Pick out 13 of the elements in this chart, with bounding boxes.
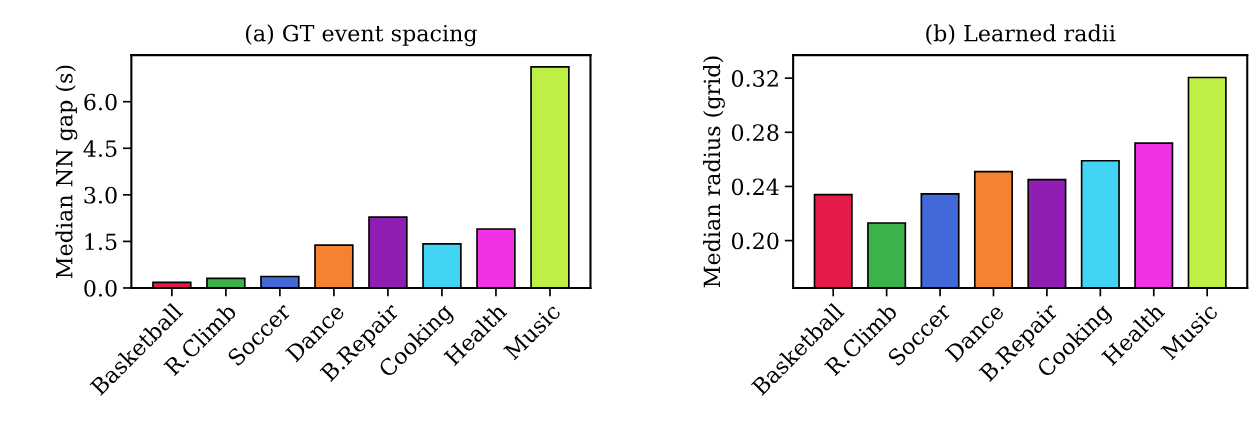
y-tick-label: 6.0 <box>84 93 117 111</box>
y-tick-label: 1.5 <box>85 233 117 251</box>
y-tick-label: 0.0 <box>84 279 117 297</box>
y-axis-title: Median NN gap (s) <box>55 65 78 279</box>
y-tick-label: 0.20 <box>731 232 779 250</box>
y-tick-label: 4.5 <box>83 140 117 158</box>
chart-title: (b) Learned radii <box>926 24 1116 45</box>
y-tick-label: 0.32 <box>731 70 778 87</box>
y-tick-label: 0.24 <box>731 178 779 196</box>
chart-title: (a) GT event spacing <box>245 24 477 47</box>
y-axis-title: Median radius (grid) <box>703 56 725 288</box>
y-tick-label: 3.0 <box>84 186 117 204</box>
y-tick-label: 0.28 <box>731 124 779 142</box>
